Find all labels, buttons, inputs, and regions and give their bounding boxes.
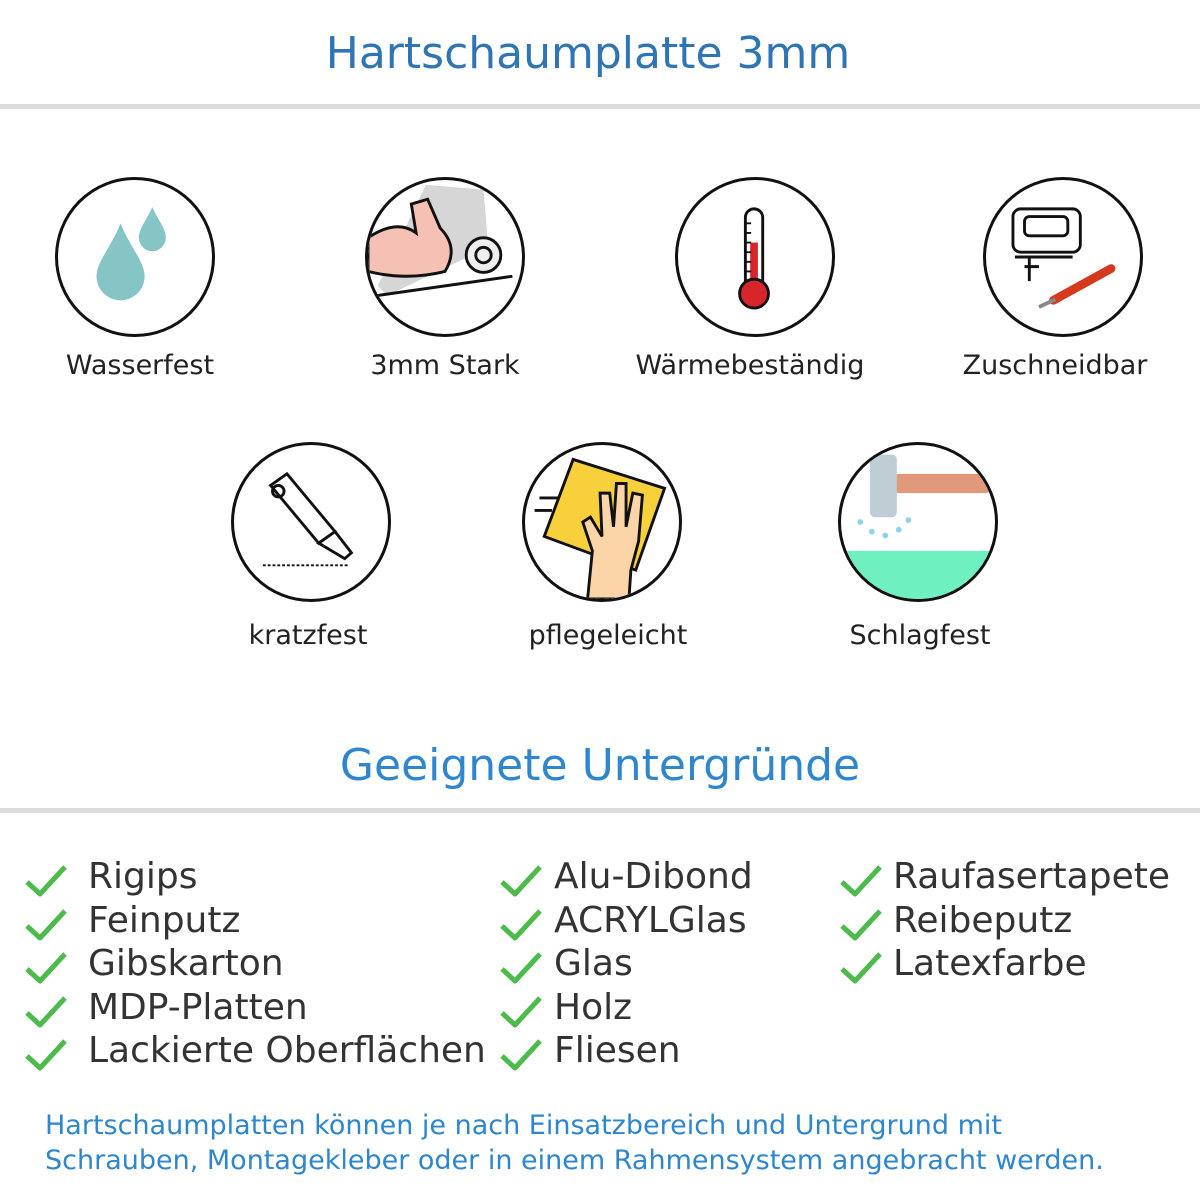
- footer-line: Hartschaumplatten können je nach Einsatz…: [45, 1110, 1002, 1141]
- surface-item: Holz: [554, 987, 632, 1028]
- feature-label: kratzfest: [248, 620, 368, 651]
- check-icon: [25, 864, 67, 898]
- strong-arm-icon: [365, 177, 525, 337]
- check-icon: [500, 864, 542, 898]
- surface-item: Feinputz: [88, 900, 241, 941]
- hand-sponge-icon: [522, 442, 682, 602]
- surface-item: MDP-Platten: [88, 987, 308, 1028]
- surface-item: Lackierte Oberflächen: [88, 1030, 486, 1071]
- surface-item: Rigips: [88, 856, 198, 897]
- thermometer-icon: [675, 177, 835, 337]
- footer-line: Schrauben, Montagekleber oder in einem R…: [45, 1145, 1104, 1176]
- surface-item: ACRYLGlas: [554, 900, 747, 941]
- water-drops-icon: [55, 177, 215, 337]
- check-icon: [25, 995, 67, 1029]
- check-icon: [840, 951, 882, 985]
- surface-item: Latexfarbe: [893, 943, 1087, 984]
- hammer-icon: [838, 442, 998, 602]
- divider: [0, 808, 1200, 813]
- cutter-knife-icon: [231, 442, 391, 602]
- feature-label: Wärmebeständig: [635, 350, 865, 381]
- check-icon: [500, 908, 542, 942]
- check-icon: [25, 1038, 67, 1072]
- feature-label: Wasserfest: [65, 350, 215, 381]
- feature-label: 3mm Stark: [370, 350, 520, 381]
- jigsaw-cutter-icon: [983, 177, 1143, 337]
- check-icon: [25, 951, 67, 985]
- divider: [0, 104, 1200, 109]
- feature-label: Schlagfest: [849, 620, 991, 651]
- check-icon: [25, 908, 67, 942]
- check-icon: [500, 995, 542, 1029]
- check-icon: [840, 864, 882, 898]
- check-icon: [500, 951, 542, 985]
- page-title: Hartschaumplatte 3mm: [325, 28, 851, 79]
- surface-item: Gibskarton: [88, 943, 284, 984]
- surface-item: Raufasertapete: [893, 856, 1170, 897]
- feature-label: pflegeleicht: [528, 620, 688, 651]
- surface-item: Fliesen: [554, 1030, 681, 1071]
- surface-item: Glas: [554, 943, 633, 984]
- section-title: Geeignete Untergründe: [339, 740, 861, 791]
- feature-label: Zuschneidbar: [962, 350, 1148, 381]
- surface-item: Alu-Dibond: [554, 856, 753, 897]
- surface-item: Reibeputz: [893, 900, 1073, 941]
- check-icon: [500, 1038, 542, 1072]
- check-icon: [840, 908, 882, 942]
